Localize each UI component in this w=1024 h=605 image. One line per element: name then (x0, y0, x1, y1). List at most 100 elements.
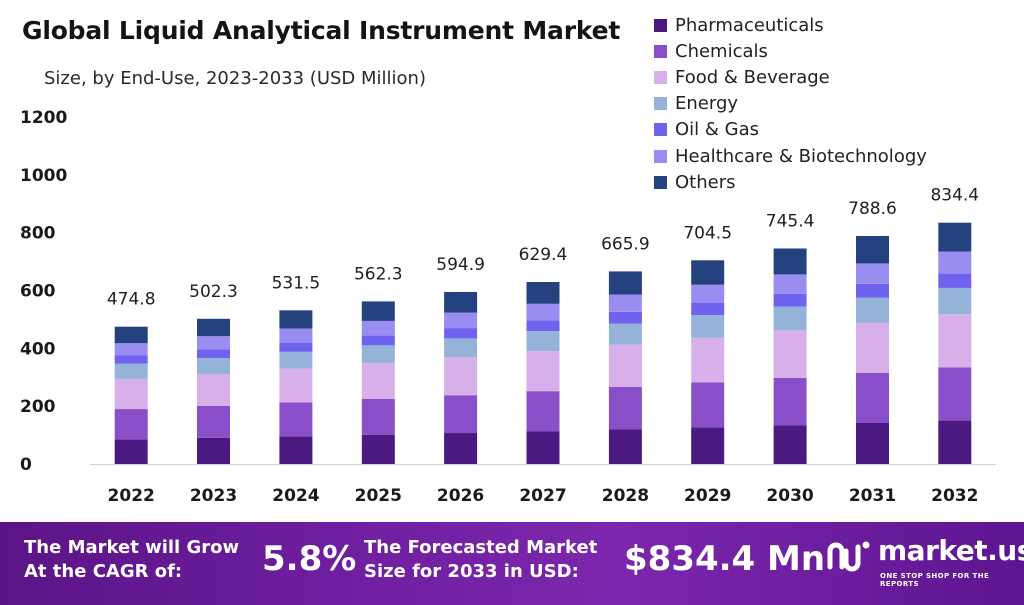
bar-segment (361, 434, 395, 464)
legend-label: Healthcare & Biotechnology (675, 145, 927, 167)
bar-stack (773, 248, 807, 464)
bar-segment (444, 357, 478, 396)
data-label: 665.9 (601, 234, 650, 254)
forecast-label: The Forecasted Market Size for 2033 in U… (364, 536, 597, 584)
stacked-bar-chart: 0 200 400 600 800 1000 1200 474.8 2022 502.3 2023 5… (20, 108, 996, 506)
bar-segment (444, 338, 478, 358)
data-label: 502.3 (189, 282, 238, 302)
x-tick-label: 2025 (355, 486, 402, 506)
data-label: 745.4 (766, 212, 815, 232)
x-tick-label: 2029 (684, 486, 731, 506)
bar-segment (938, 273, 972, 288)
bar-segment (114, 343, 148, 356)
bar-segment (691, 260, 725, 285)
bar-stack (856, 236, 889, 464)
chart-title: Global Liquid Analytical Instrument Mark… (22, 16, 621, 45)
bar-segment (114, 326, 148, 344)
bar-segment (197, 336, 230, 350)
cagr-label: The Market will Grow At the CAGR of: (24, 536, 239, 584)
legend-label: Others (675, 171, 736, 193)
x-tick-label: 2023 (190, 486, 237, 506)
bar-segment (361, 345, 395, 364)
bar-segment (608, 311, 642, 324)
bar-stack (361, 301, 395, 464)
bar-segment (526, 320, 560, 332)
bar-segment (361, 363, 395, 399)
bar-segment (279, 402, 313, 437)
x-tick-label: 2024 (272, 486, 319, 506)
bar-stack (526, 282, 560, 464)
cagr-label-line1: The Market will Grow (24, 537, 240, 558)
y-tick-label: 400 (20, 339, 56, 359)
cagr-value: 5.8% (262, 539, 357, 579)
bar-segment (444, 433, 478, 464)
y-tick-label: 800 (20, 224, 56, 244)
legend-swatch (654, 70, 667, 84)
legend-item: Oil & Gas (654, 117, 927, 143)
data-label: 629.4 (519, 245, 568, 265)
bar-stack (114, 326, 148, 464)
bar-segment (444, 395, 478, 434)
bar-stack (938, 222, 972, 464)
y-tick-label: 200 (20, 397, 56, 417)
bar-segment (938, 367, 972, 421)
x-tick-label: 2022 (108, 486, 155, 506)
legend-label: Pharmaceuticals (675, 14, 824, 36)
bar-segment (856, 236, 889, 264)
bar-segment (361, 399, 395, 435)
y-tick-label: 1000 (20, 166, 67, 186)
bar-segment (691, 427, 725, 464)
bar-segment (197, 405, 230, 438)
bar-segment (691, 284, 725, 303)
bar-segment (691, 303, 725, 316)
bar-segment (773, 330, 807, 378)
bar-segment (938, 420, 972, 464)
x-tick-label: 2027 (519, 486, 566, 506)
brand-name: market.us (878, 534, 1024, 567)
bar-segment (773, 274, 807, 294)
x-tick-label: 2032 (931, 486, 978, 506)
bar-segment (279, 310, 313, 329)
y-tick-label: 1200 (20, 108, 67, 128)
bar-segment (526, 351, 560, 392)
bar-segment (197, 437, 230, 464)
bar-segment (114, 363, 148, 379)
legend-swatch (654, 18, 667, 32)
bar-segment (856, 297, 889, 323)
bar-segment (608, 344, 642, 387)
legend: Pharmaceuticals Chemicals Food & Beverage E… (654, 12, 927, 195)
bar-segment (444, 292, 478, 313)
bar-segment (773, 306, 807, 331)
bar-segment (691, 382, 725, 428)
data-label: 704.5 (683, 223, 732, 243)
cagr-label-line2: At the CAGR of: (24, 561, 183, 582)
legend-item: Food & Beverage (654, 64, 927, 90)
bar-segment (114, 378, 148, 409)
data-label: 834.4 (930, 186, 979, 206)
x-tick-label: 2026 (437, 486, 484, 506)
bar-segment (361, 320, 395, 336)
bar-segment (856, 283, 889, 298)
bar-segment (279, 436, 313, 464)
bar-segment (691, 315, 725, 338)
legend-item: Pharmaceuticals (654, 12, 927, 38)
bar-segment (114, 439, 148, 464)
legend-item: Chemicals (654, 38, 927, 64)
bar-segment (279, 328, 313, 343)
x-tick-label: 2030 (766, 486, 813, 506)
bar-segment (938, 287, 972, 315)
bar-segment (279, 351, 313, 369)
bar-segment (938, 251, 972, 274)
footer-banner: The Market will Grow At the CAGR of: 5.8… (0, 522, 1024, 605)
legend-swatch (654, 123, 667, 137)
bar-stack (197, 318, 230, 464)
bar-segment (608, 429, 642, 464)
bar-segment (773, 248, 807, 275)
bar-segment (361, 335, 395, 346)
bar-segment (773, 425, 807, 464)
legend-label: Food & Beverage (675, 66, 830, 88)
bar-segment (856, 372, 889, 423)
data-label: 788.6 (848, 199, 897, 219)
bar-segment (938, 314, 972, 368)
bar-segment (197, 358, 230, 374)
